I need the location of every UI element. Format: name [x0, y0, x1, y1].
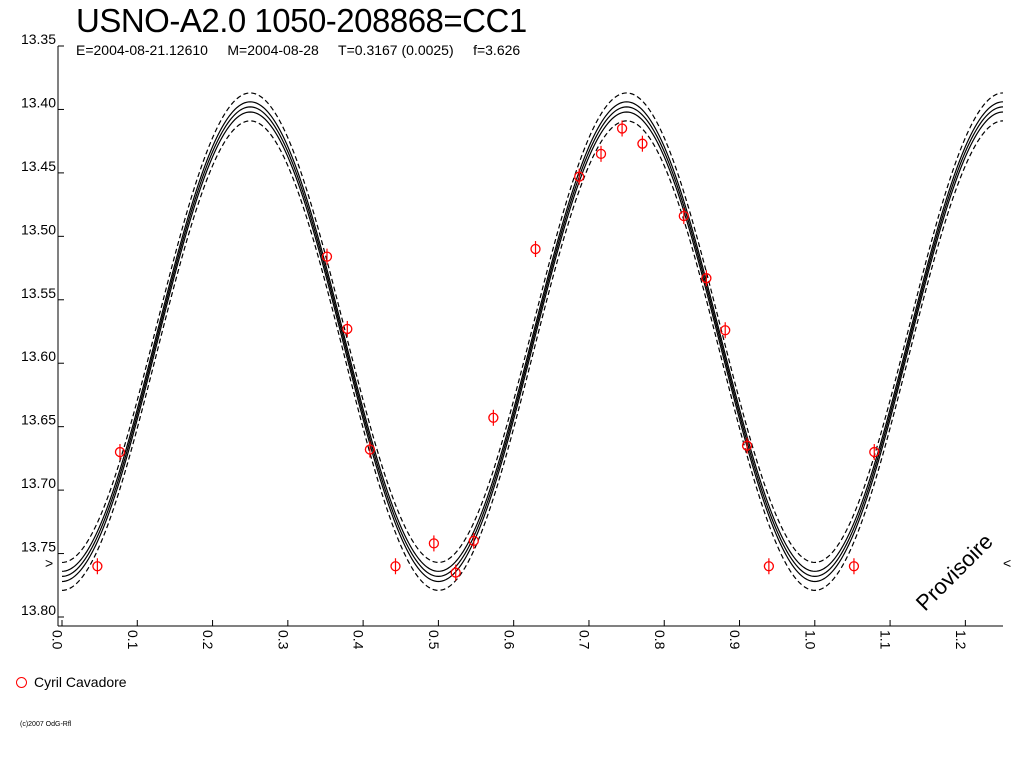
data-point — [530, 241, 541, 258]
data-point — [488, 409, 499, 426]
x-tick-label: 0.3 — [275, 630, 291, 650]
x-tick-label: 0.5 — [426, 630, 442, 650]
data-point — [364, 441, 376, 458]
data-point — [741, 437, 753, 454]
model-envelope-dashed — [61, 92, 1004, 564]
data-point — [616, 120, 628, 137]
y-axis-ticks: 13.35 13.40 13.45 13.50 13.55 13.60 13.65 13.70… — [21, 31, 64, 618]
x-tick-label: 0.7 — [577, 630, 593, 650]
data-point — [390, 558, 401, 575]
data-point — [720, 322, 731, 339]
data-point — [428, 535, 440, 552]
x-axis-ticks: 0.0 0.1 0.2 0.3 0.4 0.5 0.6 0.7 0.8 0.9 1.0 1.1 1.2 — [50, 620, 969, 650]
x-tick-label: 0.9 — [727, 630, 743, 650]
chart-subtitle: E=2004-08-21.12610 M=2004-08-28 T=0.3167… — [76, 42, 521, 58]
data-point — [450, 564, 461, 581]
x-tick-label: 0.8 — [652, 630, 668, 650]
model-curve — [61, 111, 1004, 583]
x-tick-label: 1.0 — [802, 630, 818, 650]
observation-points — [92, 120, 880, 581]
y-tick-label: 13.65 — [21, 412, 56, 428]
data-point — [869, 444, 880, 461]
data-point — [678, 208, 689, 225]
data-point — [321, 248, 333, 265]
x-tick-label: 1.2 — [953, 630, 969, 650]
legend-label: Cyril Cavadore — [34, 674, 127, 690]
model-curve — [61, 106, 1004, 578]
data-point — [342, 320, 353, 337]
chart-title: USNO-A2.0 1050-208868=CC1 — [76, 2, 527, 39]
x-tick-label: 1.1 — [878, 630, 894, 650]
model-curve — [61, 101, 1004, 572]
y-tick-label: 13.75 — [21, 539, 56, 555]
data-point — [848, 558, 860, 575]
x-tick-label: 0.2 — [200, 630, 216, 650]
right-edge-marker: < — [1003, 555, 1011, 571]
model-envelope-dashed — [61, 120, 1004, 591]
x-tick-label: 0.4 — [351, 630, 367, 650]
data-point — [637, 135, 648, 152]
copyright-note: (c)2007 OdG-Rfl — [20, 721, 72, 728]
legend-marker-icon — [16, 676, 27, 688]
y-tick-label: 13.40 — [21, 94, 56, 110]
y-tick-label: 13.70 — [21, 475, 56, 491]
provisional-watermark: Provisoire — [911, 529, 998, 616]
x-tick-label: 0.1 — [125, 630, 141, 650]
y-tick-label: 13.60 — [21, 348, 56, 364]
y-tick-label: 13.50 — [21, 221, 56, 237]
y-tick-label: 13.80 — [21, 602, 56, 618]
y-tick-label: 13.55 — [21, 285, 56, 301]
y-tick-label: 13.45 — [21, 158, 56, 174]
data-point — [701, 270, 712, 287]
data-point — [763, 558, 775, 575]
data-point — [468, 532, 479, 549]
left-edge-marker: > — [45, 555, 53, 571]
y-tick-label: 13.35 — [21, 31, 56, 47]
x-tick-label: 0.6 — [501, 630, 517, 650]
data-point — [574, 168, 585, 185]
data-point — [114, 444, 126, 461]
model-curves — [61, 92, 1004, 591]
data-point — [595, 145, 607, 162]
data-point — [92, 558, 103, 575]
x-tick-label: 0.0 — [50, 630, 66, 650]
legend: Cyril Cavadore — [16, 674, 127, 690]
